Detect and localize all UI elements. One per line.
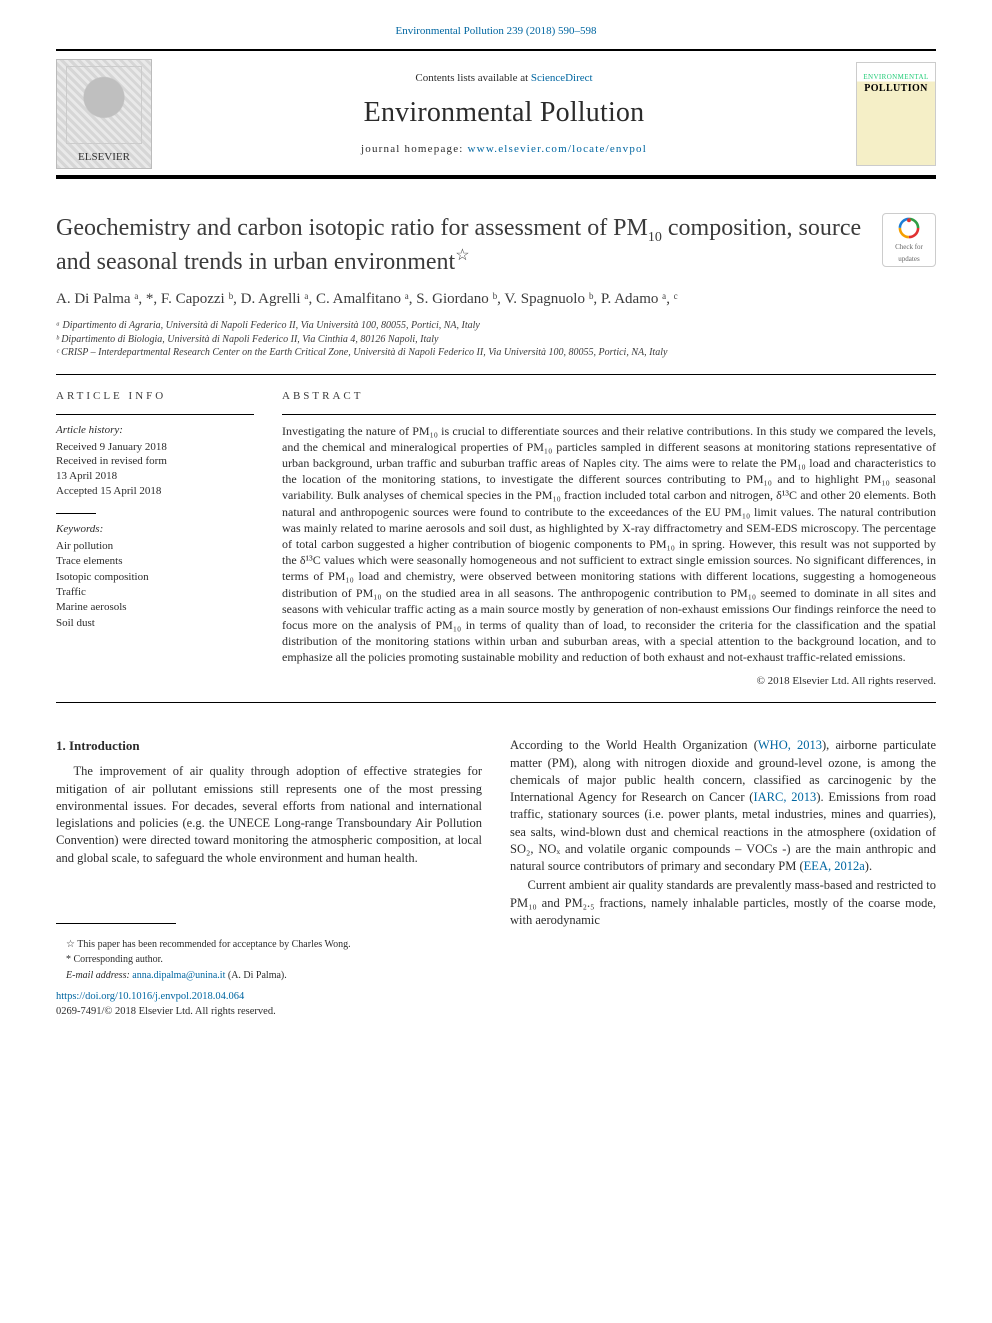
section-1-heading: 1. Introduction xyxy=(56,737,482,755)
elsevier-logo: ELSEVIER xyxy=(56,59,152,169)
elsevier-tree-icon xyxy=(66,66,141,144)
keyword-3: Isotopic composition xyxy=(56,570,254,585)
abstract-heading: ABSTRACT xyxy=(282,389,936,404)
journal-citation-link[interactable]: Environmental Pollution 239 (2018) 590–5… xyxy=(395,25,596,37)
affiliation-b: ᵇ Dipartimento di Biologia, Università d… xyxy=(56,333,864,347)
title-star-icon: ☆ xyxy=(455,247,469,264)
crossmark-label-top: Check for xyxy=(895,243,923,252)
title-block: Geochemistry and carbon isotopic ratio f… xyxy=(56,213,936,360)
rule-info xyxy=(56,414,254,415)
body-text: 1. Introduction The improvement of air q… xyxy=(56,737,936,1019)
keyword-4: Traffic xyxy=(56,585,254,600)
affiliations: ᵃ Dipartimento di Agraria, Università di… xyxy=(56,319,864,360)
history-revised-label: Received in revised form xyxy=(56,454,254,469)
masthead: ELSEVIER Contents lists available at Sci… xyxy=(56,49,936,179)
history-accepted: Accepted 15 April 2018 xyxy=(56,484,254,499)
ref-iarc-2013[interactable]: IARC, 2013 xyxy=(753,790,816,804)
section-number: 1. xyxy=(56,738,66,753)
publisher-name: ELSEVIER xyxy=(78,150,130,165)
section-title: Introduction xyxy=(69,738,140,753)
corresponding-email-link[interactable]: anna.dipalma@unina.it xyxy=(132,970,225,981)
keyword-1: Air pollution xyxy=(56,539,254,554)
abstract-column: ABSTRACT Investigating the nature of PM₁… xyxy=(282,389,936,689)
email-post: (A. Di Palma). xyxy=(225,970,286,981)
article-history: Received 9 January 2018 Received in revi… xyxy=(56,440,254,499)
keyword-6: Soil dust xyxy=(56,616,254,631)
masthead-center: Contents lists available at ScienceDirec… xyxy=(164,71,844,156)
crossmark-icon xyxy=(896,215,922,241)
paper-title: Geochemistry and carbon isotopic ratio f… xyxy=(56,213,864,277)
ref-who-2013[interactable]: WHO, 2013 xyxy=(758,738,822,752)
abstract-copyright: © 2018 Elsevier Ltd. All rights reserved… xyxy=(282,674,936,689)
crossmark-badge[interactable]: Check for updates xyxy=(882,213,936,267)
keyword-2: Trace elements xyxy=(56,554,254,569)
journal-name: Environmental Pollution xyxy=(164,94,844,132)
rule-keywords xyxy=(56,513,96,514)
title-sub: 10 xyxy=(648,230,662,245)
email-label: E-mail address: xyxy=(66,970,132,981)
homepage-prefix: journal homepage: xyxy=(361,143,468,155)
article-info-heading: ARTICLE INFO xyxy=(56,389,254,404)
info-abstract-row: ARTICLE INFO Article history: Received 9… xyxy=(56,389,936,689)
journal-cover-thumbnail: ENVIRONMENTAL POLLUTION xyxy=(856,62,936,166)
para2-pre: According to the World Health Organizati… xyxy=(510,738,758,752)
history-revised-date: 13 April 2018 xyxy=(56,469,254,484)
article-info-column: ARTICLE INFO Article history: Received 9… xyxy=(56,389,254,689)
keywords-list: Air pollution Trace elements Isotopic co… xyxy=(56,539,254,631)
rule-above-info xyxy=(56,374,936,375)
intro-para-1: The improvement of air quality through a… xyxy=(56,763,482,867)
issn-copyright: 0269-7491/© 2018 Elsevier Ltd. All right… xyxy=(56,1006,276,1017)
footnote-star: ☆ This paper has been recommended for ac… xyxy=(56,938,482,952)
contents-prefix: Contents lists available at xyxy=(415,72,530,84)
intro-para-2: According to the World Health Organizati… xyxy=(510,737,936,875)
footnotes: ☆ This paper has been recommended for ac… xyxy=(56,938,482,983)
affiliation-a: ᵃ Dipartimento di Agraria, Università di… xyxy=(56,319,864,333)
doi-link[interactable]: https://doi.org/10.1016/j.envpol.2018.04… xyxy=(56,991,244,1002)
journal-citation[interactable]: Environmental Pollution 239 (2018) 590–5… xyxy=(56,24,936,39)
author-list: A. Di Palma ᵃ, *, F. Capozzi ᵇ, D. Agrel… xyxy=(56,289,864,309)
article-history-heading: Article history: xyxy=(56,423,254,438)
keywords-heading: Keywords: xyxy=(56,522,254,537)
contents-available-line: Contents lists available at ScienceDirec… xyxy=(164,71,844,86)
footnote-rule xyxy=(56,923,176,924)
para2-post: ). xyxy=(865,859,872,873)
cover-line-2: POLLUTION xyxy=(864,82,928,96)
crossmark-label-bottom: updates xyxy=(898,255,919,264)
intro-para-3: Current ambient air quality standards ar… xyxy=(510,877,936,929)
footnote-corresponding: * Corresponding author. xyxy=(56,953,482,967)
keyword-5: Marine aerosols xyxy=(56,600,254,615)
rule-below-abstract xyxy=(56,702,936,703)
affiliation-c: ᶜ CRISP – Interdepartmental Research Cen… xyxy=(56,346,864,360)
rule-abstract xyxy=(282,414,936,415)
history-received: Received 9 January 2018 xyxy=(56,440,254,455)
doi-block: https://doi.org/10.1016/j.envpol.2018.04… xyxy=(56,990,482,1019)
title-pre: Geochemistry and carbon isotopic ratio f… xyxy=(56,215,648,241)
journal-homepage-line: journal homepage: www.elsevier.com/locat… xyxy=(164,142,844,157)
abstract-body: Investigating the nature of PM₁₀ is cruc… xyxy=(282,423,936,666)
footnote-email: E-mail address: anna.dipalma@unina.it (A… xyxy=(56,969,482,983)
cover-line-1: ENVIRONMENTAL xyxy=(863,73,928,82)
journal-homepage-link[interactable]: www.elsevier.com/locate/envpol xyxy=(468,143,647,155)
sciencedirect-link[interactable]: ScienceDirect xyxy=(531,72,593,84)
ref-eea-2012a[interactable]: EEA, 2012a xyxy=(804,859,865,873)
